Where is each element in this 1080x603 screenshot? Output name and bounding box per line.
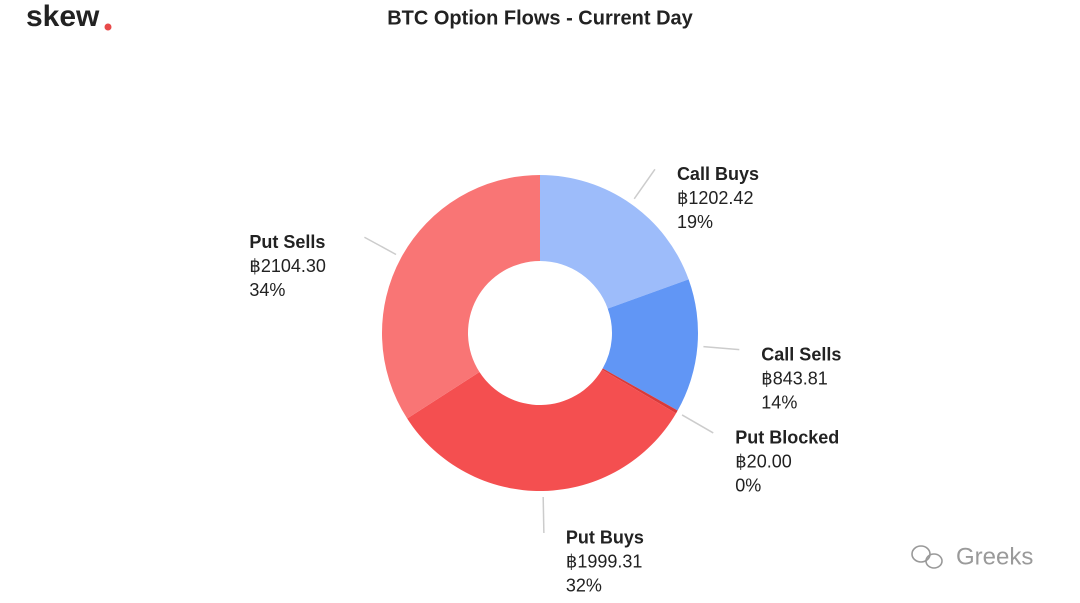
logo-dot <box>104 23 112 31</box>
value-label: ฿2104.30 <box>249 256 326 276</box>
slice <box>407 369 677 492</box>
value-label: ฿1999.31 <box>566 552 643 572</box>
legend-label: Call Sells <box>761 344 841 364</box>
legend-label: Put Buys <box>566 528 644 548</box>
slice <box>601 368 678 414</box>
percent-label: 34% <box>249 280 285 300</box>
connector <box>542 496 545 533</box>
slice <box>381 175 540 419</box>
connector <box>633 168 656 200</box>
connector <box>364 236 397 256</box>
value-label: ฿843.81 <box>761 368 828 388</box>
legend-label: Put Sells <box>249 232 325 252</box>
percent-label: 32% <box>566 576 602 596</box>
percent-label: 19% <box>677 212 713 232</box>
connector <box>703 345 740 351</box>
watermark-icon <box>911 545 943 569</box>
percent-label: 14% <box>761 392 797 412</box>
slice <box>540 175 689 309</box>
percent-label: 0% <box>735 476 761 496</box>
watermark: Greeks <box>956 543 1033 570</box>
connector <box>681 414 714 434</box>
value-label: ฿1202.42 <box>677 188 754 208</box>
legend-label: Put Blocked <box>735 428 839 448</box>
slice <box>602 279 698 411</box>
chart-title: BTC Option Flows - Current Day <box>387 7 693 29</box>
logo: skew <box>26 0 100 33</box>
legend-label: Call Buys <box>677 164 759 184</box>
value-label: ฿20.00 <box>735 452 792 472</box>
